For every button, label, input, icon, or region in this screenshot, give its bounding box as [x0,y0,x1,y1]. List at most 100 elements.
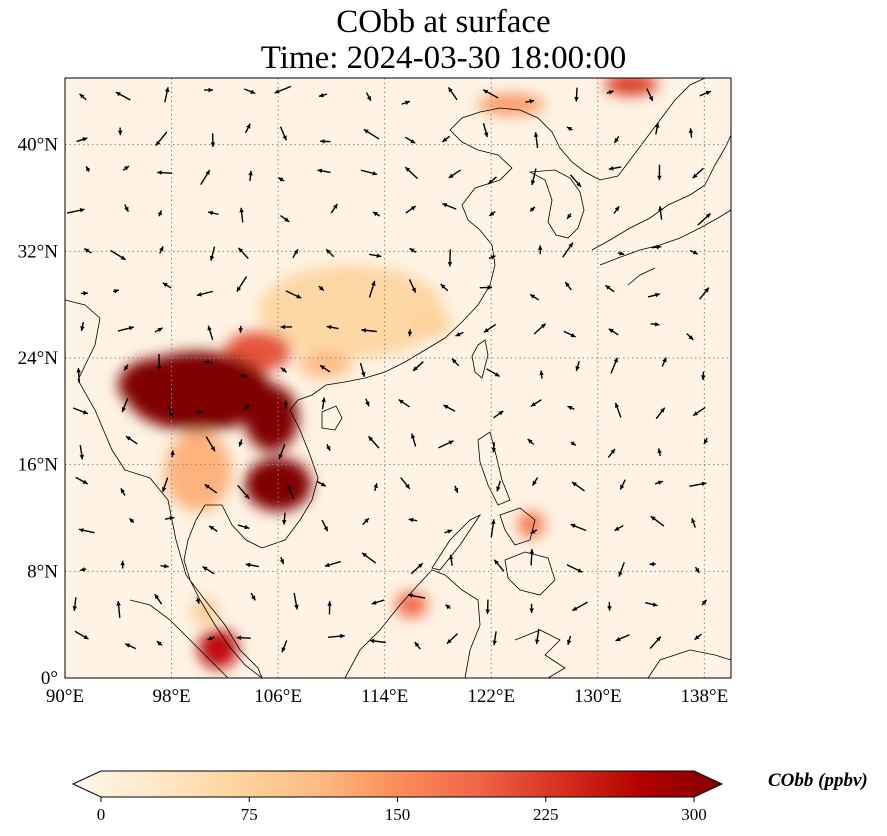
map-frame [64,77,732,679]
wind-arrow [564,281,572,291]
wind-arrow [567,405,575,411]
wind-arrow [571,481,585,492]
wind-arrow [318,92,328,98]
plume-north-myanmar [118,358,199,412]
wind-arrow [529,549,535,566]
wind-arrow [117,127,123,136]
plume-malay-peninsula [198,628,239,669]
wind-arrow [204,87,213,93]
wind-arrow [78,528,95,534]
wind-arrow [610,357,619,374]
wind-arrow [164,87,170,103]
wind-arrow [204,483,218,494]
wind-arrow [563,330,576,338]
lat-tick-label: 8°N [27,561,58,582]
wind-arrow [321,519,329,532]
wind-arrow [407,329,413,337]
lon-tick-label: 138°E [681,686,729,707]
wind-arrow [694,633,702,641]
wind-arrow [319,364,331,373]
coastlines [65,78,731,678]
wind-arrow [444,529,453,534]
wind-arrow [365,398,370,407]
wind-arrow [367,435,380,449]
wind-arrow [154,593,163,605]
wind-arrow [645,602,658,607]
wind-arrow [654,122,660,135]
wind-arrow [360,169,378,176]
wind-arrow [703,437,709,445]
wind-arrow [75,476,89,485]
wind-arrow [608,166,622,171]
wind-arrow [279,126,287,141]
wind-arrow [208,525,218,532]
wind-arrow [658,206,663,220]
wind-arrow [525,99,535,104]
wind-arrow [488,211,496,217]
wind-arrow [692,406,706,417]
colorbar-ticks: 0 75 150 225 300 [97,797,707,824]
wind-arrow [453,485,459,494]
wind-arrow [451,358,460,367]
wind-arrow [657,448,662,457]
wind-arrow [326,324,339,330]
wind-arrow [493,410,504,419]
wind-arrow [657,164,662,181]
wind-arrow [124,204,129,213]
wind-arrow [85,165,91,172]
wind-arrow [210,133,216,147]
coastline-sulawesi [514,629,566,678]
wind-arrow [170,450,175,458]
wind-arrow [404,136,416,144]
wind-arrow [414,641,421,650]
wind-arrow [530,168,537,186]
coastline-luzon [477,431,511,506]
wind-arrow [405,205,417,214]
wind-arrow [445,604,451,610]
wind-arrow [195,597,200,604]
wind-arrow [412,361,424,372]
wind-arrow [699,90,712,97]
wind-arrow [566,213,572,220]
wind-arrow [647,292,661,298]
wind-arrow [244,123,251,134]
wind-arrow [277,177,285,182]
wind-arrow [280,324,293,330]
wind-arrow [483,323,497,333]
colorbar-tick-label: 300 [681,805,707,824]
wind-arrow [368,280,376,298]
wind-arrow [529,206,536,212]
wind-arrow [566,635,572,646]
wind-arrow [120,487,126,496]
wind-arrow [202,565,215,575]
coastline-palawan [431,513,482,571]
wind-arrow [285,290,302,299]
wind-arrow [440,283,449,292]
wind-arrow [531,477,539,486]
wind-arrow [79,444,85,460]
wind-arrow [407,593,426,599]
wind-arrow [615,634,630,642]
wind-arrow [327,601,332,615]
wind-arrow [325,248,335,258]
wind-arrow [317,168,331,174]
plume-taiwan-strait [411,311,452,338]
wind-arrow [80,291,88,296]
wind-arrow [689,249,699,255]
wind-arrow [650,515,665,527]
wind-arrow [362,517,370,526]
wind-arrow [157,210,163,217]
wind-arrow [365,92,372,102]
wind-arrow [372,211,381,217]
wind-arrow [408,279,417,293]
wind-arrow [282,512,287,525]
wind-arrow [607,602,612,611]
plume-cambodia [244,458,312,512]
wind-arrow [654,480,663,485]
wind-arrow [571,601,588,612]
wind-arrow [120,560,125,569]
wind-arrow [566,564,583,573]
wind-arrow [79,93,87,101]
wind-arrow [162,477,169,493]
colorbar-tick-label: 75 [241,805,258,824]
